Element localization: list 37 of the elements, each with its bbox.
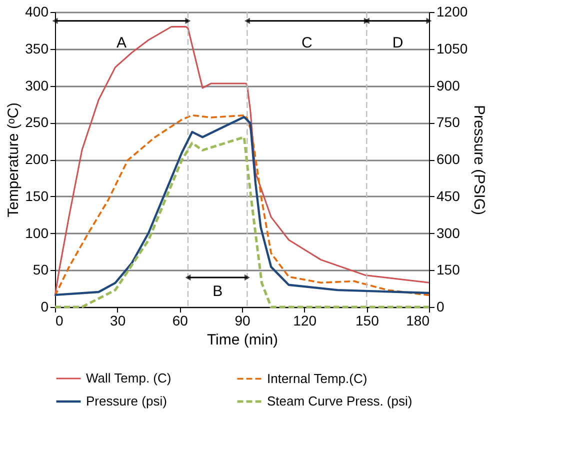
y-tick-label: 0 xyxy=(40,298,49,314)
legend-label: Wall Temp. (C) xyxy=(86,370,172,386)
x-tick-label: 180 xyxy=(406,312,430,328)
annotation: C xyxy=(302,34,313,52)
y2-tick-label: 0 xyxy=(436,298,444,314)
x-tick-label: 120 xyxy=(293,312,317,328)
y-axis-title: Temperature (ᵒC) xyxy=(5,102,22,218)
y-tick-label: 150 xyxy=(25,188,49,204)
y2-tick-label: 450 xyxy=(436,188,460,204)
y-tick-label: 50 xyxy=(32,262,49,278)
y2-tick-label: 750 xyxy=(436,114,460,130)
x-axis-title: Time (min) xyxy=(206,332,278,348)
x-tick-label: 150 xyxy=(355,312,380,328)
y2-tick-label: 900 xyxy=(436,77,460,94)
y2-tick-label: 600 xyxy=(436,151,460,167)
annotation: D xyxy=(392,34,404,52)
y-tick-label: 200 xyxy=(25,151,49,167)
y-tick-label: 400 xyxy=(25,4,49,20)
x-tick-label: 60 xyxy=(172,312,188,328)
legend-label: Pressure (psi) xyxy=(86,394,167,408)
x-tick-label: 30 xyxy=(110,312,126,328)
y2-tick-label: 1050 xyxy=(436,40,468,56)
y-tick-label: 300 xyxy=(25,77,49,94)
y2-tick-label: 300 xyxy=(436,224,460,241)
y-tick-label: 350 xyxy=(25,40,49,56)
y2-axis-title: Pressure (PSIG) xyxy=(470,104,488,216)
line-series xyxy=(54,26,430,297)
x-tick-label: 90 xyxy=(234,312,250,328)
annotation: A xyxy=(116,34,126,52)
y2-tick-label: 1200 xyxy=(436,4,468,20)
y-tick-label: 100 xyxy=(25,224,49,241)
legend-label: Internal Temp.(C) xyxy=(267,370,368,386)
legend-label: Steam Curve Press. (psi) xyxy=(267,394,412,408)
y-tick-label: 250 xyxy=(25,114,49,130)
y2-tick-label: 150 xyxy=(436,262,460,278)
annotation: B xyxy=(212,282,223,300)
x-tick-label: 0 xyxy=(56,312,64,328)
